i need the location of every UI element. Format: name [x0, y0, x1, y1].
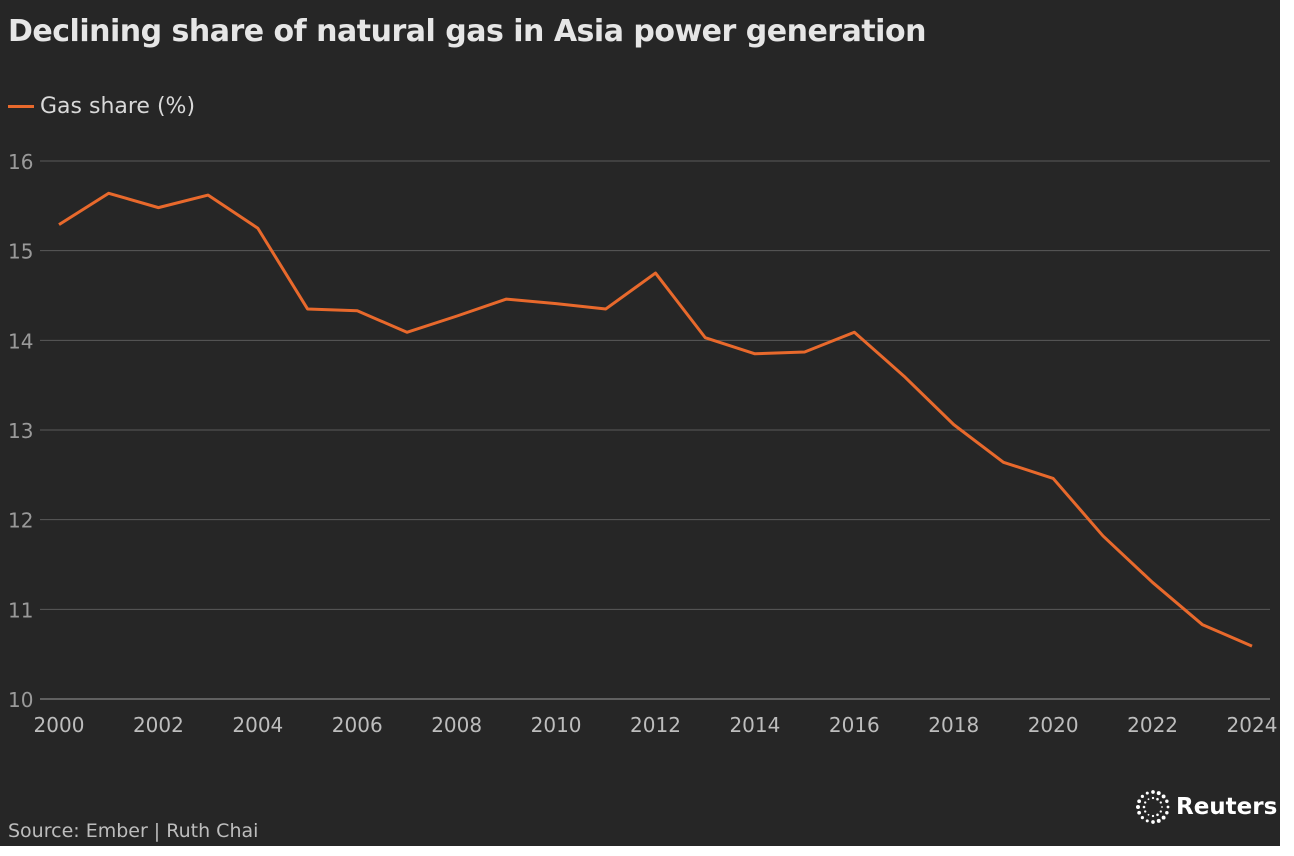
- x-tick-label: 2024: [1227, 713, 1278, 737]
- x-tick-label: 2008: [431, 713, 482, 737]
- logo-dot: [1151, 814, 1155, 818]
- logo-dot: [1142, 805, 1146, 809]
- logo-dot: [1161, 806, 1163, 808]
- x-tick-label: 2002: [133, 713, 184, 737]
- series-line: [58, 191, 1253, 648]
- legend-label: Gas share (%): [40, 94, 196, 119]
- x-tick-label: 2000: [34, 713, 85, 737]
- x-tick-label: 2022: [1127, 713, 1178, 737]
- logo-dot: [1161, 794, 1166, 799]
- logo-dot: [1144, 801, 1147, 804]
- y-tick-label: 11: [8, 598, 33, 622]
- y-tick-label: 13: [8, 419, 33, 443]
- y-tick-label: 16: [8, 150, 33, 174]
- reuters-dots-icon: [1136, 790, 1170, 824]
- x-tick-label: 2020: [1028, 713, 1079, 737]
- logo-dot: [1147, 813, 1150, 816]
- chart-title: Declining share of natural gas in Asia p…: [8, 14, 926, 49]
- logo-dot: [1151, 790, 1155, 794]
- logo-dot: [1159, 810, 1162, 813]
- logo-dot: [1145, 819, 1149, 823]
- logo-dot: [1137, 810, 1142, 815]
- x-tick-label: 2004: [232, 713, 283, 737]
- logo-dot: [1151, 796, 1155, 800]
- logo-dot: [1156, 818, 1161, 823]
- logo-dot: [1137, 799, 1142, 804]
- chart-panel: [0, 0, 1280, 846]
- x-tick-label: 2006: [332, 713, 383, 737]
- y-tick-label: 15: [8, 240, 33, 264]
- logo-dot: [1136, 805, 1140, 809]
- x-tick-label: 2014: [729, 713, 780, 737]
- y-tick-label: 14: [8, 329, 33, 353]
- logo-dot: [1156, 813, 1159, 817]
- logo-dot: [1165, 799, 1169, 803]
- logo-dot: [1166, 805, 1170, 809]
- logo-dot: [1156, 797, 1159, 801]
- x-tick-label: 2012: [630, 713, 681, 737]
- y-tick-label: 10: [8, 688, 33, 712]
- logo-dot: [1144, 810, 1147, 813]
- logo-text: Reuters: [1176, 794, 1278, 820]
- logo-dot: [1151, 820, 1155, 824]
- logo-dot: [1140, 794, 1145, 799]
- logo-dot: [1165, 811, 1169, 815]
- logo-dot: [1159, 801, 1162, 804]
- y-tick-label: 12: [8, 509, 33, 533]
- logo-dot: [1140, 815, 1145, 820]
- logo-dot: [1145, 791, 1149, 795]
- legend-swatch: [8, 105, 34, 108]
- x-tick-label: 2010: [531, 713, 582, 737]
- logo-dot: [1156, 791, 1161, 796]
- logo-dot: [1147, 798, 1150, 801]
- logo-dot: [1161, 815, 1166, 820]
- x-tick-label: 2018: [928, 713, 979, 737]
- reuters-logo: Reuters: [1136, 790, 1277, 824]
- legend: Gas share (%): [8, 94, 195, 119]
- source-note: Source: Ember | Ruth Chai: [8, 820, 259, 842]
- x-tick-label: 2016: [829, 713, 880, 737]
